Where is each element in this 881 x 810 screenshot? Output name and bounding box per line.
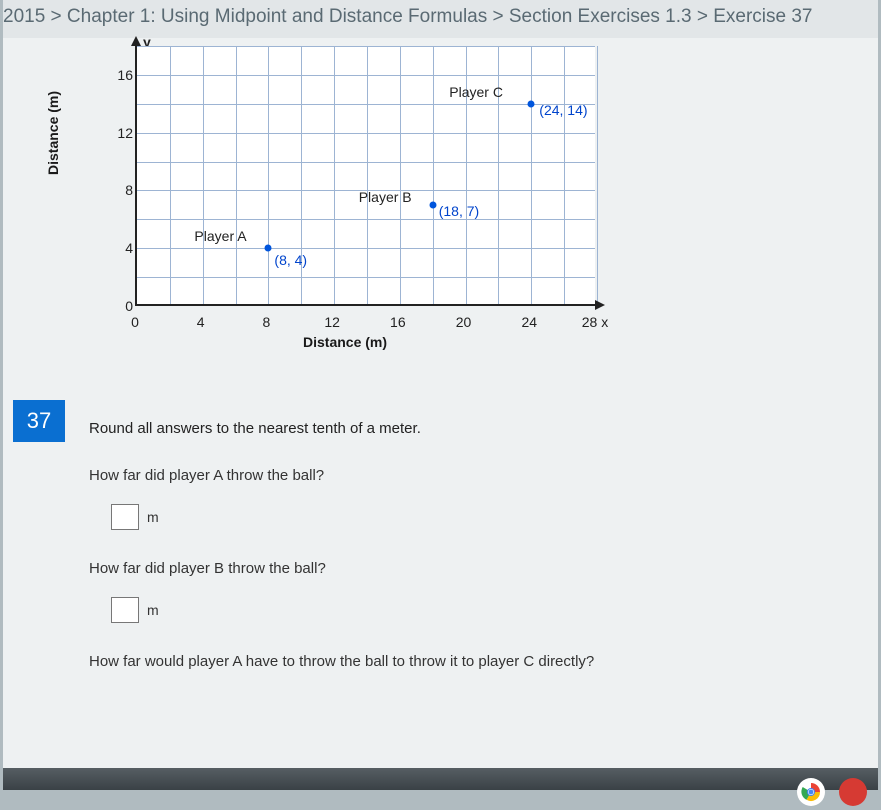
y-tick: 16 — [105, 67, 133, 83]
x-tick: 0 — [131, 314, 139, 330]
x-tick: 24 — [521, 314, 537, 330]
chrome-icon[interactable] — [797, 778, 825, 806]
question-text: How far would player A have to throw the… — [89, 653, 594, 670]
point-coord: (18, 7) — [439, 203, 479, 219]
y-tick: 0 — [105, 298, 133, 314]
point-label: Player B — [359, 189, 412, 205]
x-tick: 12 — [324, 314, 340, 330]
x-tick: 8 — [263, 314, 271, 330]
unit-label: m — [147, 602, 159, 618]
answer-row: m — [111, 597, 594, 623]
data-point — [265, 245, 272, 252]
data-point — [528, 100, 535, 107]
point-coord: (8, 4) — [274, 252, 307, 268]
exercise-row: 37 Round all answers to the nearest tent… — [13, 400, 878, 690]
answer-input[interactable] — [111, 597, 139, 623]
x-tick: 20 — [456, 314, 472, 330]
point-label: Player C — [449, 84, 503, 100]
point-coord: (24, 14) — [539, 102, 587, 118]
answer-input[interactable] — [111, 504, 139, 530]
y-axis-label: Distance (m) — [45, 91, 61, 175]
browser-icons — [797, 778, 867, 806]
question-text: How far did player A throw the ball? — [89, 467, 594, 484]
breadcrumb-text[interactable]: 2015 > Chapter 1: Using Midpoint and Dis… — [3, 6, 813, 27]
app-icon[interactable] — [839, 778, 867, 806]
x-tick: 28 x — [582, 314, 608, 330]
x-tick: 4 — [197, 314, 205, 330]
answer-row: m — [111, 504, 594, 530]
bottom-bar — [3, 768, 878, 790]
chart: Distance (m) Distance (m) y Player A(8, … — [63, 30, 623, 360]
data-point — [429, 201, 436, 208]
plot-area: Player A (8, 4) Player B (18, 7) Player C (24… — [135, 46, 595, 306]
question-text: How far did player B throw the ball? — [89, 560, 594, 577]
y-tick: 12 — [105, 125, 133, 141]
x-axis-label: Distance (m) — [303, 334, 387, 350]
page-container: 2015 > Chapter 1: Using Midpoint and Dis… — [3, 0, 878, 790]
y-tick: 4 — [105, 240, 133, 256]
x-tick: 16 — [390, 314, 406, 330]
y-tick: 8 — [105, 182, 133, 198]
exercise-number-badge: 37 — [13, 400, 65, 442]
exercise-intro: Round all answers to the nearest tenth o… — [89, 420, 594, 437]
unit-label: m — [147, 509, 159, 525]
exercise-body: Round all answers to the nearest tenth o… — [89, 400, 594, 690]
point-label: Player A — [194, 228, 246, 244]
